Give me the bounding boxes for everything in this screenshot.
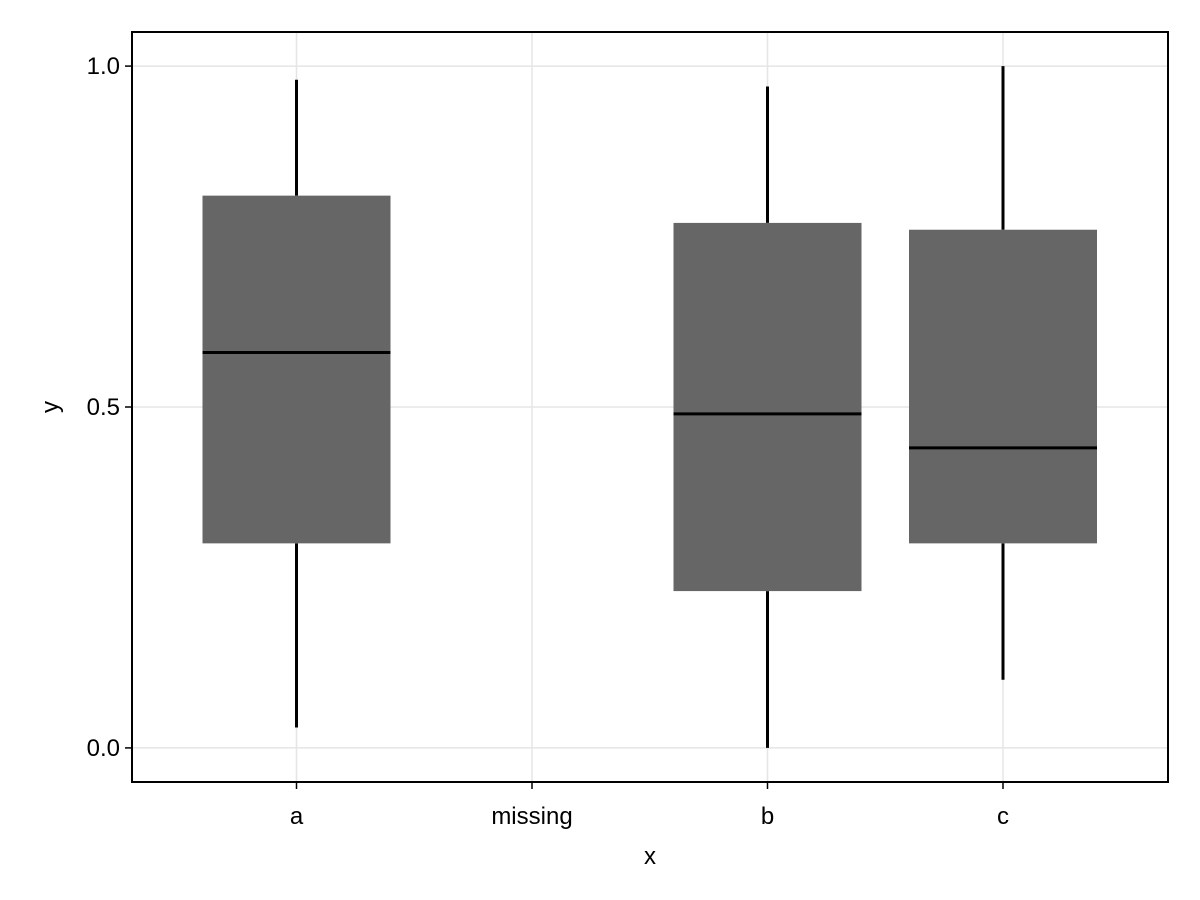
- x-axis-label: x: [644, 843, 656, 870]
- axis-ticks: 0.0 0.5 1.0 a missing b c: [87, 53, 1009, 830]
- x-tick-label-a: a: [290, 803, 304, 830]
- box-b: [673, 86, 862, 748]
- y-tick-label: 1.0: [87, 53, 120, 80]
- boxes: [202, 66, 1097, 748]
- box-body: [673, 222, 862, 592]
- x-tick-label-c: c: [997, 803, 1009, 830]
- box-body: [909, 229, 1097, 544]
- y-axis-label: y: [37, 401, 64, 413]
- box-a: [202, 79, 391, 728]
- x-tick-label-missing: missing: [491, 803, 572, 830]
- x-tick-label-b: b: [761, 803, 774, 830]
- box-c: [909, 66, 1097, 680]
- y-tick-label: 0.0: [87, 735, 120, 762]
- box-body: [202, 195, 391, 544]
- y-tick-label: 0.5: [87, 394, 120, 421]
